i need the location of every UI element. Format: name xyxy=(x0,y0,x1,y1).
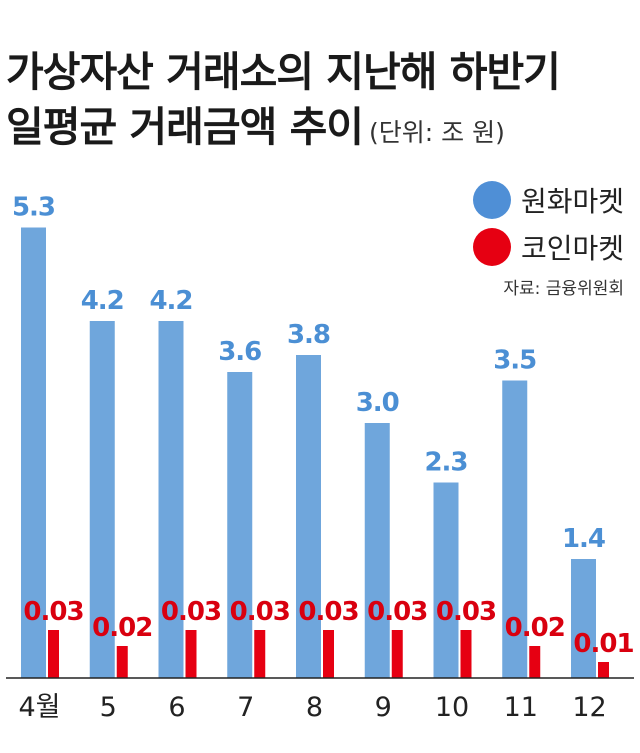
legend-label-won-market: 원화마켓 xyxy=(520,185,624,218)
value-label-won-market: 3.5 xyxy=(493,346,536,376)
x-tick-label: 7 xyxy=(237,692,254,723)
legend-item-won-market: 원화마켓 xyxy=(472,180,624,220)
value-label-won-market: 5.3 xyxy=(12,193,55,223)
value-label-won-market: 4.2 xyxy=(81,286,124,316)
value-label-coin-market: 0.03 xyxy=(436,597,496,627)
bar-won-market xyxy=(296,355,321,678)
source-note: 자료: 금융위원회 xyxy=(503,279,624,299)
bar-coin-market xyxy=(254,630,266,678)
bar-coin-market xyxy=(529,646,541,678)
legend-swatch-coin-market xyxy=(472,228,511,266)
value-label-won-market: 4.2 xyxy=(149,286,192,316)
value-label-coin-market: 0.03 xyxy=(367,597,427,627)
legend-swatch-won-market xyxy=(472,181,511,219)
unit-label: (단위: 조 원) xyxy=(369,118,505,147)
value-label-won-market: 3.8 xyxy=(287,320,330,350)
value-label-won-market: 2.3 xyxy=(424,448,467,478)
x-tick-label: 9 xyxy=(375,692,392,723)
x-tick-label: 8 xyxy=(306,692,323,723)
value-label-won-market: 1.4 xyxy=(562,524,605,554)
bar-won-market xyxy=(433,482,459,678)
chart-title-line2: 일평균 거래금액 추이 (단위: 조 원) xyxy=(6,107,505,148)
chart-title-line2-text: 일평균 거래금액 추이 xyxy=(6,103,364,151)
x-tick-label: 4월 xyxy=(18,692,60,723)
bar-won-market xyxy=(571,559,596,678)
x-tick-label: 5 xyxy=(100,692,117,723)
chart-title: 가상자산 거래소의 지난해 하반기 xyxy=(6,48,561,96)
value-label-coin-market: 0.03 xyxy=(161,597,221,627)
x-tick-label: 12 xyxy=(572,692,606,723)
bar-won-market xyxy=(21,227,46,678)
bar-coin-market xyxy=(598,662,609,678)
legend-item-coin-market: 코인마켓 xyxy=(472,227,624,267)
bar-won-market xyxy=(89,321,115,678)
bar-coin-market xyxy=(185,630,197,678)
value-label-coin-market: 0.03 xyxy=(230,597,290,627)
value-label-coin-market: 0.02 xyxy=(92,613,152,643)
value-label-coin-market: 0.01 xyxy=(573,629,633,659)
bar-coin-market xyxy=(116,646,128,678)
bar-coin-market xyxy=(323,630,334,678)
value-label-coin-market: 0.03 xyxy=(23,597,83,627)
bar-won-market xyxy=(158,321,184,678)
bar-won-market xyxy=(502,380,528,678)
bar-won-market xyxy=(227,372,253,678)
value-label-won-market: 3.6 xyxy=(218,337,261,367)
value-label-coin-market: 0.02 xyxy=(505,613,565,643)
bar-coin-market xyxy=(460,630,472,678)
legend-label-coin-market: 코인마켓 xyxy=(520,232,624,265)
x-tick-label: 6 xyxy=(168,692,185,723)
bar-won-market xyxy=(364,423,390,678)
bar-coin-market xyxy=(48,630,59,678)
x-tick-label: 10 xyxy=(435,692,469,723)
value-label-coin-market: 0.03 xyxy=(298,597,358,627)
x-tick-label: 11 xyxy=(504,692,538,723)
bar-coin-market xyxy=(391,630,403,678)
value-label-won-market: 3.0 xyxy=(356,388,399,418)
